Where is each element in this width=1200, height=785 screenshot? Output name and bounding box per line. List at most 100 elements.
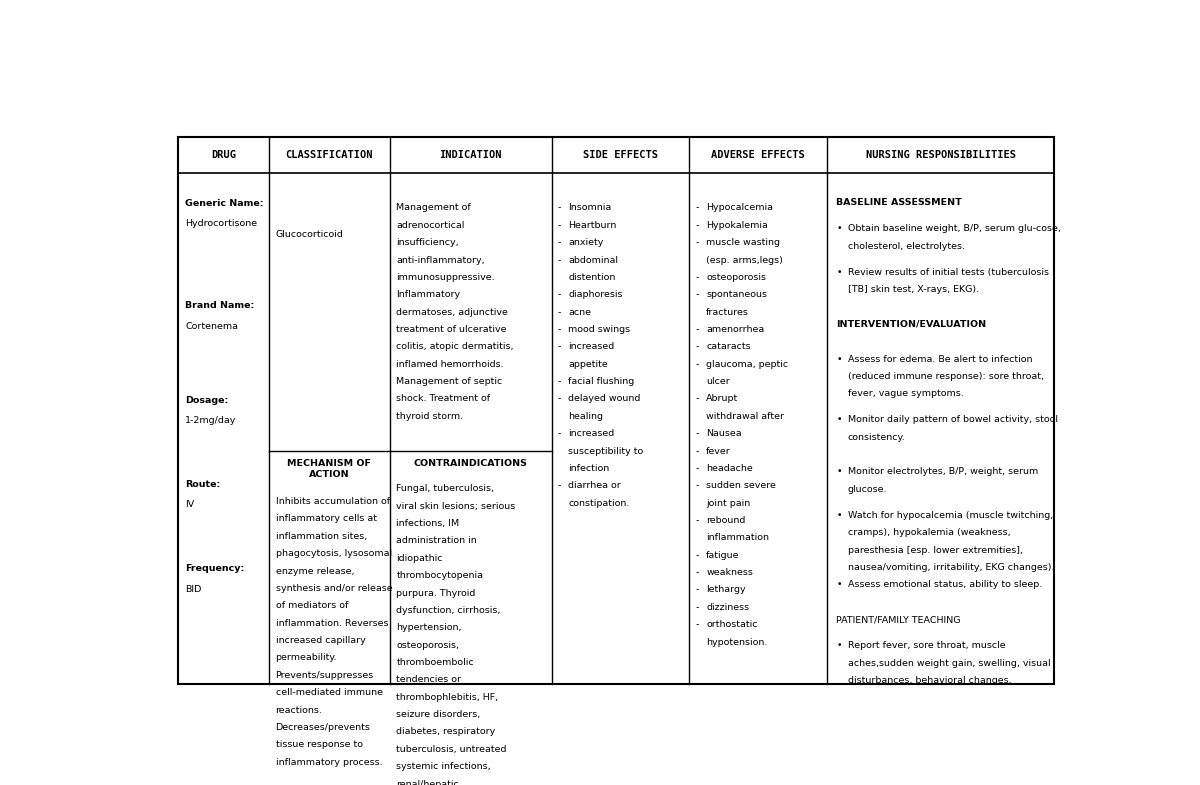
Text: insufficiency,: insufficiency, — [396, 238, 460, 247]
Text: -: - — [696, 481, 702, 491]
Text: -: - — [696, 238, 702, 247]
Text: Frequency:: Frequency: — [185, 564, 245, 573]
Text: -: - — [558, 429, 565, 438]
Text: acne: acne — [569, 308, 592, 316]
Text: phagocytosis, lysosomal: phagocytosis, lysosomal — [276, 550, 391, 558]
Text: CONTRAINDICATIONS: CONTRAINDICATIONS — [414, 459, 528, 469]
Text: sudden severe: sudden severe — [706, 481, 776, 491]
Text: anxiety: anxiety — [569, 238, 604, 247]
Text: infection: infection — [569, 464, 610, 473]
Text: Prevents/suppresses: Prevents/suppresses — [276, 670, 374, 680]
Text: synthesis and/or release: synthesis and/or release — [276, 584, 392, 593]
Text: SIDE EFFECTS: SIDE EFFECTS — [583, 150, 658, 159]
Text: inflammation sites,: inflammation sites, — [276, 532, 367, 541]
Text: -: - — [558, 394, 565, 403]
Text: aches,sudden weight gain, swelling, visual: aches,sudden weight gain, swelling, visu… — [847, 659, 1050, 667]
Text: weakness: weakness — [706, 568, 754, 577]
Text: adrenocortical: adrenocortical — [396, 221, 464, 230]
Text: •: • — [836, 641, 842, 650]
Text: Hypokalemia: Hypokalemia — [706, 221, 768, 230]
Text: immunosuppressive.: immunosuppressive. — [396, 273, 496, 282]
Text: dizziness: dizziness — [706, 603, 749, 612]
Text: •: • — [836, 268, 842, 277]
Text: fatigue: fatigue — [706, 551, 739, 560]
Text: reactions.: reactions. — [276, 706, 323, 714]
Text: mood swings: mood swings — [569, 325, 631, 334]
Text: renal/hepatic: renal/hepatic — [396, 780, 460, 785]
Text: increased: increased — [569, 342, 614, 352]
Text: viral skin lesions; serious: viral skin lesions; serious — [396, 502, 516, 511]
Text: Insomnia: Insomnia — [569, 203, 612, 213]
Text: tuberculosis, untreated: tuberculosis, untreated — [396, 745, 506, 754]
Text: inflammation. Reverses: inflammation. Reverses — [276, 619, 388, 628]
Text: -: - — [558, 342, 565, 352]
Text: MECHANISM OF: MECHANISM OF — [288, 459, 372, 469]
Text: colitis, atopic dermatitis,: colitis, atopic dermatitis, — [396, 342, 514, 352]
Text: enzyme release,: enzyme release, — [276, 567, 354, 575]
Text: -: - — [696, 429, 702, 438]
Text: -: - — [696, 551, 702, 560]
Text: consistency.: consistency. — [847, 433, 905, 442]
Text: 1-2mg/day: 1-2mg/day — [185, 416, 236, 425]
Text: muscle wasting: muscle wasting — [706, 238, 780, 247]
Text: -: - — [558, 325, 565, 334]
Text: lethargy: lethargy — [706, 586, 745, 594]
Text: Assess for edema. Be alert to infection: Assess for edema. Be alert to infection — [847, 355, 1032, 363]
Text: Decreases/prevents: Decreases/prevents — [276, 723, 371, 732]
Text: susceptibility to: susceptibility to — [569, 447, 643, 455]
Text: hypotension.: hypotension. — [706, 637, 768, 647]
Text: tissue response to: tissue response to — [276, 740, 362, 749]
Text: Inflammatory: Inflammatory — [396, 290, 461, 299]
Text: osteoporosis: osteoporosis — [706, 273, 766, 282]
Text: cholesterol, electrolytes.: cholesterol, electrolytes. — [847, 242, 965, 250]
Text: appetite: appetite — [569, 360, 608, 369]
Text: infections, IM: infections, IM — [396, 519, 460, 528]
Text: nausea/vomiting, irritability, EKG changes).: nausea/vomiting, irritability, EKG chang… — [847, 563, 1054, 572]
Text: Heartburn: Heartburn — [569, 221, 617, 230]
Text: -: - — [558, 308, 565, 316]
Text: -: - — [696, 342, 702, 352]
Text: amenorrhea: amenorrhea — [706, 325, 764, 334]
Text: -: - — [696, 620, 702, 630]
Text: Watch for hypocalcemia (muscle twitching,: Watch for hypocalcemia (muscle twitching… — [847, 511, 1052, 520]
Text: •: • — [836, 511, 842, 520]
Text: inflamed hemorrhoids.: inflamed hemorrhoids. — [396, 360, 504, 369]
Text: Assess emotional status, ability to sleep.: Assess emotional status, ability to slee… — [847, 580, 1042, 590]
Text: BID: BID — [185, 585, 202, 593]
Text: •: • — [836, 225, 842, 233]
Text: rebound: rebound — [706, 516, 745, 525]
Text: -: - — [696, 394, 702, 403]
Text: systemic infections,: systemic infections, — [396, 762, 491, 771]
Text: Generic Name:: Generic Name: — [185, 199, 264, 208]
Text: disturbances, behavioral changes.: disturbances, behavioral changes. — [847, 676, 1012, 685]
Text: diarrhea or: diarrhea or — [569, 481, 622, 491]
Text: thyroid storm.: thyroid storm. — [396, 412, 463, 421]
Text: CLASSIFICATION: CLASSIFICATION — [286, 150, 373, 159]
Text: paresthesia [esp. lower extremities],: paresthesia [esp. lower extremities], — [847, 546, 1022, 555]
Text: -: - — [558, 221, 565, 230]
Text: hypertension,: hypertension, — [396, 623, 462, 632]
Text: -: - — [696, 325, 702, 334]
Text: -: - — [558, 377, 565, 386]
Text: ulcer: ulcer — [706, 377, 730, 386]
Text: increased capillary: increased capillary — [276, 636, 365, 645]
Text: anti-inflammatory,: anti-inflammatory, — [396, 256, 485, 265]
Text: Management of septic: Management of septic — [396, 377, 503, 386]
Text: joint pain: joint pain — [706, 498, 750, 508]
Text: -: - — [696, 360, 702, 369]
Text: Hydrocortisone: Hydrocortisone — [185, 219, 258, 228]
Text: seizure disorders,: seizure disorders, — [396, 710, 481, 719]
Text: Route:: Route: — [185, 480, 221, 489]
Text: increased: increased — [569, 429, 614, 438]
Text: -: - — [558, 238, 565, 247]
Text: osteoporosis,: osteoporosis, — [396, 641, 460, 650]
Text: Brand Name:: Brand Name: — [185, 301, 254, 310]
Text: IV: IV — [185, 500, 194, 509]
Text: constipation.: constipation. — [569, 498, 630, 508]
Text: -: - — [696, 568, 702, 577]
Text: fractures: fractures — [706, 308, 749, 316]
Text: inflammation: inflammation — [706, 533, 769, 542]
Text: -: - — [696, 516, 702, 525]
Text: Report fever, sore throat, muscle: Report fever, sore throat, muscle — [847, 641, 1006, 650]
Text: -: - — [696, 273, 702, 282]
